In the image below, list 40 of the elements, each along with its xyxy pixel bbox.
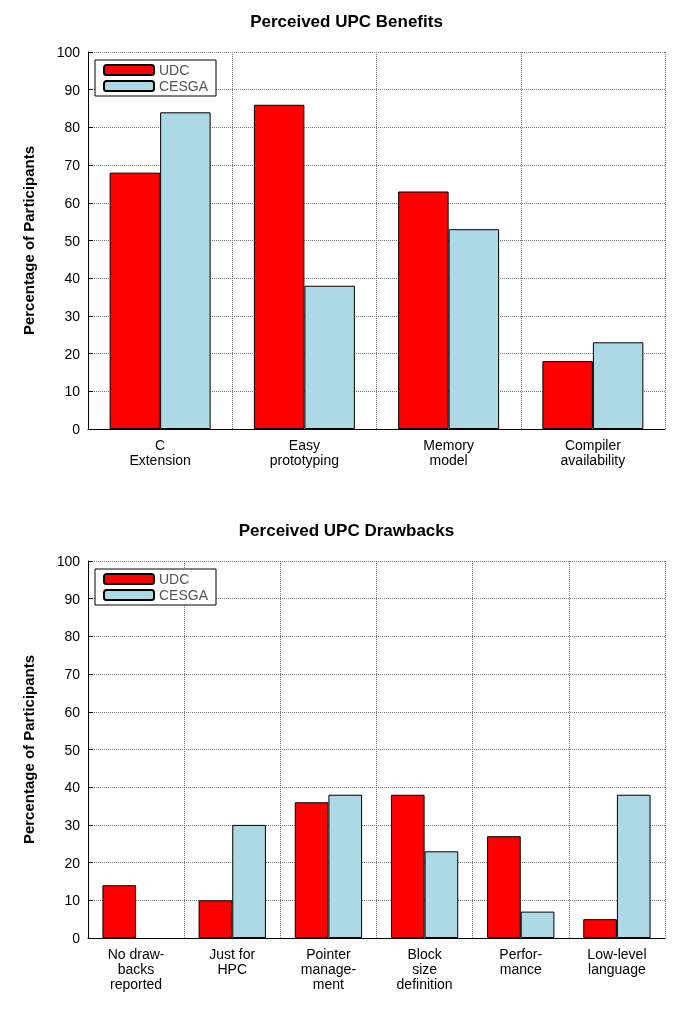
y-tick-label: 40 [64,779,81,796]
x-tick-label: Just for HPC [209,945,256,977]
y-tick-label: 50 [64,232,81,249]
x-tick-label: Compiler availability [560,436,626,468]
x-tick-label: Low-level language [587,945,647,977]
y-tick-label: 30 [64,816,81,833]
y-tick-label: 0 [72,930,81,946]
y-tick-label: 60 [64,194,81,211]
y-tick-label: 80 [64,628,81,645]
legend-label: CESGA [159,78,209,94]
y-tick-label: 90 [64,590,81,607]
y-tick-label: 20 [64,345,81,362]
chart-title: Perceived UPC Benefits [250,12,443,31]
y-tick-label: 70 [64,157,81,174]
y-tick-label: 20 [64,854,81,871]
y-tick-label: 90 [64,81,81,98]
y-tick-label: 60 [64,703,81,720]
y-tick-label: 10 [64,383,81,400]
y-tick-label: 50 [64,741,81,758]
legend-label: UDC [159,62,190,78]
y-tick-label: 100 [56,44,81,60]
x-tick-label: Pointer manage- ment [300,945,357,992]
y-tick-label: 0 [72,421,81,437]
legend-label: CESGA [159,587,209,603]
y-axis-title: Percentage of Participants [20,145,37,336]
x-tick-label: C Extension [129,436,191,468]
y-tick-label: 10 [64,892,81,909]
y-tick-label: 30 [64,307,81,324]
y-tick-label: 70 [64,666,81,683]
chart-title: Perceived UPC Drawbacks [238,521,455,540]
x-tick-label: Easy prototyping [269,436,340,468]
y-tick-label: 100 [56,553,81,569]
y-axis-title: Percentage of Participants [20,654,37,845]
y-tick-label: 40 [64,270,81,287]
x-tick-label: Block size definition [396,945,453,992]
x-tick-label: Perfor- mance [499,945,543,977]
legend-label: UDC [159,571,190,587]
x-tick-label: No draw- backs reported [107,945,165,992]
x-tick-label: Memory model [423,436,474,468]
y-tick-label: 80 [64,119,81,136]
